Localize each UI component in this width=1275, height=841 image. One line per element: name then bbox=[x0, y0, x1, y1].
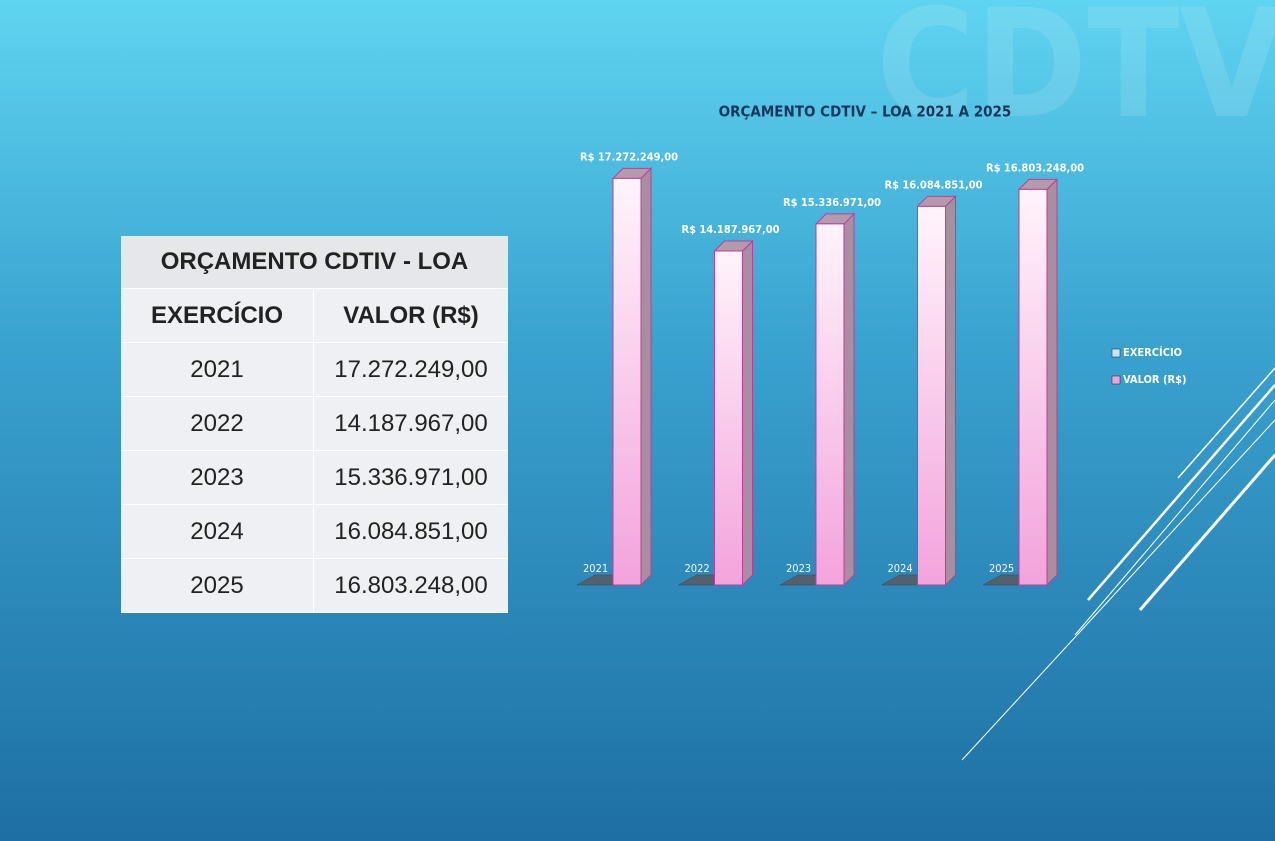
bar-face bbox=[612, 177, 642, 586]
cell: 15.336.971,00 bbox=[313, 450, 508, 505]
logo: CDTV bbox=[876, 0, 1275, 152]
bar-face bbox=[714, 250, 743, 586]
bar bbox=[814, 212, 856, 587]
data-label: 2024 bbox=[888, 562, 913, 575]
bar-face bbox=[640, 167, 652, 587]
table-title: ORÇAMENTO CDTIV - LOA bbox=[121, 236, 508, 289]
cell: 17.272.249,00 bbox=[313, 342, 508, 397]
bar-face bbox=[917, 205, 946, 586]
data-label: 2025 bbox=[989, 562, 1014, 575]
bar-face bbox=[1046, 178, 1058, 587]
data-label: 2022 bbox=[685, 562, 710, 575]
bar-face bbox=[945, 195, 956, 587]
chart-title: ORÇAMENTO CDTIV – LOA 2021 A 2025 bbox=[719, 103, 1012, 121]
bar-face bbox=[1018, 188, 1048, 586]
bar-face bbox=[843, 212, 855, 587]
budget-table: ORÇAMENTO CDTIV - LOA EXERCÍCIO VALOR (R$… bbox=[121, 236, 508, 613]
data-label: R$ 17.272.249,00 bbox=[580, 150, 678, 163]
cell: 14.187.967,00 bbox=[313, 396, 508, 451]
legend-label: VALOR (R$) bbox=[1123, 373, 1187, 386]
bar bbox=[1017, 178, 1059, 587]
legend-swatch bbox=[1111, 348, 1121, 358]
cell: 2023 bbox=[121, 450, 314, 505]
cell: 2021 bbox=[121, 342, 314, 397]
cell: 2025 bbox=[121, 558, 314, 613]
table-header: VALOR (R$) bbox=[313, 288, 508, 343]
table-header: EXERCÍCIO bbox=[121, 288, 314, 343]
data-label: R$ 16.084.851,00 bbox=[884, 178, 982, 191]
cell: 16.084.851,00 bbox=[313, 504, 508, 559]
bar-face bbox=[815, 223, 845, 586]
data-label: R$ 15.336.971,00 bbox=[783, 196, 881, 209]
bar bbox=[916, 195, 957, 587]
decor-lines bbox=[961, 367, 1275, 761]
cell: 16.803.248,00 bbox=[313, 558, 508, 613]
legend-label: EXERCÍCIO bbox=[1123, 346, 1182, 359]
bar bbox=[611, 167, 653, 587]
data-label: R$ 16.803.248,00 bbox=[986, 161, 1084, 174]
data-label: 2021 bbox=[583, 562, 608, 575]
data-label: 2023 bbox=[786, 562, 811, 575]
data-label: R$ 14.187.967,00 bbox=[681, 223, 779, 236]
legend-swatch bbox=[1111, 375, 1121, 385]
bar bbox=[713, 239, 754, 587]
cell: 2024 bbox=[121, 504, 314, 559]
bar-face bbox=[742, 239, 753, 587]
cell: 2022 bbox=[121, 396, 314, 451]
